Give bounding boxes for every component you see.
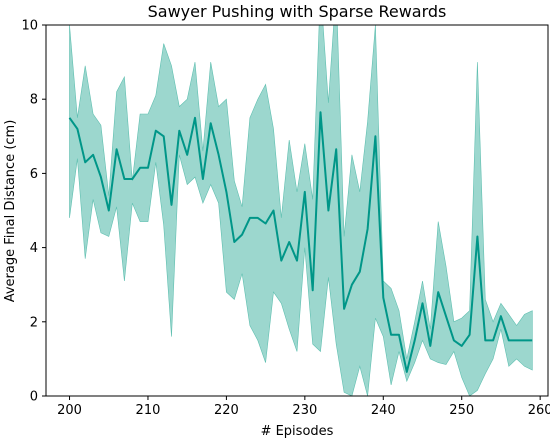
data-point	[68, 116, 71, 119]
y-axis-label: Average Final Distance (cm)	[3, 120, 18, 303]
data-point	[92, 153, 95, 156]
data-point	[531, 339, 534, 342]
data-point	[335, 148, 338, 151]
data-point	[248, 216, 251, 219]
y-tick-label: 8	[30, 93, 38, 108]
data-point	[429, 344, 432, 347]
y-tick-label: 4	[30, 241, 38, 256]
data-point	[186, 153, 189, 156]
data-point	[99, 176, 102, 179]
data-point	[382, 296, 385, 299]
data-point	[264, 222, 267, 225]
data-point	[233, 241, 236, 244]
data-point	[194, 116, 197, 119]
data-point	[445, 315, 448, 318]
data-point	[178, 129, 181, 132]
data-point	[460, 344, 463, 347]
data-point	[154, 129, 157, 132]
data-point	[437, 291, 440, 294]
data-point	[327, 209, 330, 212]
data-point	[476, 235, 479, 238]
data-point	[131, 178, 134, 181]
data-point	[507, 339, 510, 342]
data-point	[374, 135, 377, 138]
data-point	[421, 302, 424, 305]
data-point	[452, 339, 455, 342]
x-tick-label: 230	[292, 403, 317, 418]
chart-title: Sawyer Pushing with Sparse Rewards	[148, 2, 447, 21]
data-point	[311, 289, 314, 292]
y-tick-label: 0	[30, 390, 38, 405]
data-point	[84, 161, 87, 164]
x-axis-label: # Episodes	[261, 424, 334, 439]
data-point	[413, 339, 416, 342]
data-point	[350, 283, 353, 286]
mean-line	[68, 111, 533, 373]
data-point	[523, 339, 526, 342]
plot-frame	[45, 24, 549, 397]
x-tick-label: 260	[528, 403, 550, 418]
data-point	[241, 233, 244, 236]
data-point	[139, 166, 142, 169]
data-point	[272, 209, 275, 212]
x-tick-label: 250	[449, 403, 474, 418]
x-tick-label: 210	[136, 403, 161, 418]
data-point	[201, 178, 204, 181]
data-point	[76, 127, 79, 130]
data-point	[296, 259, 299, 262]
data-point	[280, 259, 283, 262]
data-point	[107, 209, 110, 212]
data-point	[405, 370, 408, 373]
data-point	[319, 111, 322, 114]
data-point	[288, 241, 291, 244]
x-tick-label: 220	[214, 403, 239, 418]
data-point	[123, 178, 126, 181]
y-tick-label: 10	[21, 19, 38, 34]
x-tick-label: 240	[371, 403, 396, 418]
data-point	[499, 315, 502, 318]
data-point	[115, 148, 118, 151]
data-point	[225, 190, 228, 193]
confidence-band	[69, 25, 533, 396]
x-tick-label: 200	[57, 403, 82, 418]
data-point	[256, 216, 259, 219]
data-point	[209, 122, 212, 125]
data-point	[147, 166, 150, 169]
data-point	[468, 333, 471, 336]
data-point	[358, 270, 361, 273]
data-point	[170, 203, 173, 206]
data-point	[398, 333, 401, 336]
y-tick-label: 2	[30, 315, 38, 330]
data-point	[366, 228, 369, 231]
y-tick-label: 6	[30, 167, 38, 182]
data-point	[343, 307, 346, 310]
data-point	[492, 339, 495, 342]
data-point	[515, 339, 518, 342]
data-point	[484, 339, 487, 342]
data-point	[390, 333, 393, 336]
data-point	[303, 190, 306, 193]
data-point	[217, 153, 220, 156]
data-point	[162, 135, 165, 138]
